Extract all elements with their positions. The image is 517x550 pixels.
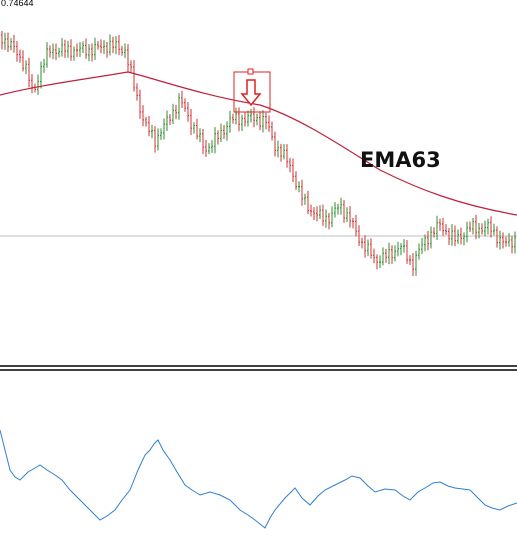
down-arrow — [240, 79, 262, 107]
price-bars — [1, 30, 516, 276]
price-label: 0.74644 — [1, 0, 34, 8]
signal-handle — [247, 68, 254, 75]
oscillator-line — [0, 429, 517, 529]
ema-line — [0, 71, 517, 216]
ema-label: EMA63 — [360, 148, 441, 172]
